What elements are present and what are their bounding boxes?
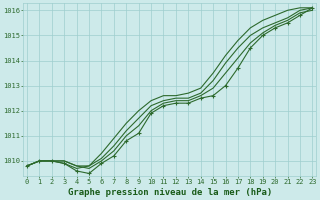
X-axis label: Graphe pression niveau de la mer (hPa): Graphe pression niveau de la mer (hPa) — [68, 188, 272, 197]
